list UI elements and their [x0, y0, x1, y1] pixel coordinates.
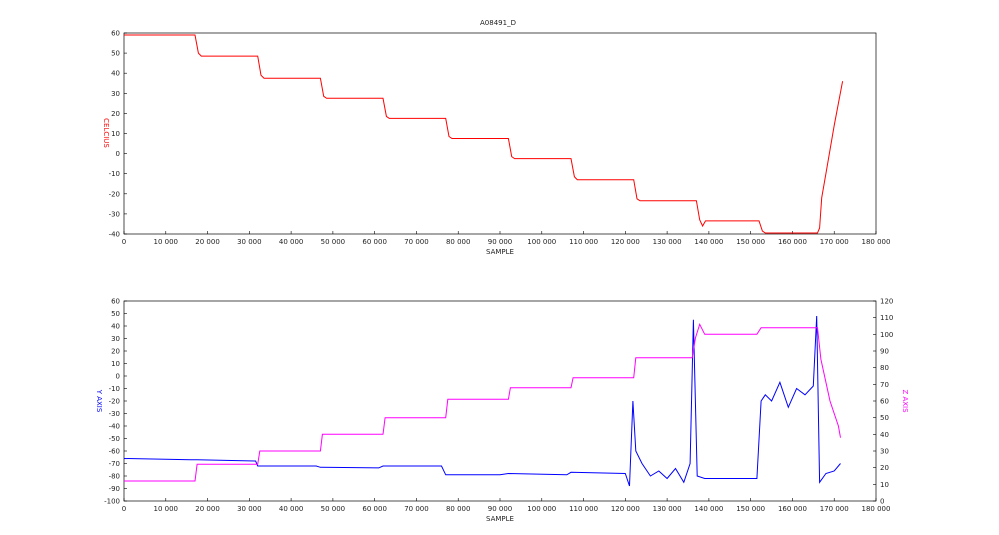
y-tick-label: -70 — [109, 460, 120, 468]
y-tick-label: 20 — [111, 110, 120, 118]
y2-tick-label: 0 — [880, 498, 884, 506]
y-tick-label: -40 — [109, 231, 120, 239]
x-tick-label: 130 000 — [653, 505, 682, 513]
y2-tick-label: 100 — [880, 331, 893, 339]
x-tick-label: 90 000 — [488, 238, 513, 246]
y2-tick-label: 50 — [880, 414, 889, 422]
y-tick-label: -10 — [109, 170, 120, 178]
y-tick-label: 20 — [111, 348, 120, 356]
y-tick-label: 40 — [111, 323, 120, 331]
x-tick-label: 50 000 — [321, 238, 346, 246]
y-tick-label: 40 — [111, 70, 120, 78]
x-tick-label: 70 000 — [404, 505, 429, 513]
y-tick-label: -100 — [104, 498, 120, 506]
y-tick-label: -20 — [109, 190, 120, 198]
y-tick-label: -10 — [109, 385, 120, 393]
chart-title: A08491_D — [480, 19, 516, 27]
x-tick-label: 150 000 — [736, 238, 765, 246]
plot1-y-label: CELCIUS — [102, 118, 110, 148]
x-tick-label: 170 000 — [820, 238, 849, 246]
x-tick-label: 70 000 — [404, 238, 429, 246]
x-tick-label: 0 — [122, 238, 126, 246]
x-tick-label: 100 000 — [527, 238, 556, 246]
x-tick-label: 10 000 — [154, 505, 179, 513]
y-tick-label: 30 — [111, 90, 120, 98]
x-tick-label: 180 000 — [862, 238, 891, 246]
y-tick-label: -40 — [109, 423, 120, 431]
plot2-y-ticks: -100-90-80-70-60-50-40-30-20-10010203040… — [104, 298, 127, 506]
x-tick-label: 20 000 — [195, 238, 220, 246]
x-tick-label: 30 000 — [237, 238, 262, 246]
y2-tick-label: 90 — [880, 348, 889, 356]
y-tick-label: 0 — [116, 150, 120, 158]
x-tick-label: 110 000 — [569, 505, 598, 513]
celsius-series-line — [124, 34, 844, 234]
plot1-y-ticks: -40 -30 -20 -10 0 10 20 30 40 50 60 — [109, 30, 127, 239]
x-tick-label: 60 000 — [362, 505, 387, 513]
plot2-y-label: Y AXIS — [95, 389, 103, 413]
plot2-y2-ticks: 0 10 20 30 40 50 60 70 80 90 100 110 120 — [873, 298, 893, 506]
y2-tick-label: 40 — [880, 431, 889, 439]
y-tick-label: -20 — [109, 398, 120, 406]
plot2-frame — [123, 300, 877, 502]
y-tick-label: -80 — [109, 473, 120, 481]
x-tick-label: 160 000 — [778, 238, 807, 246]
y2-tick-label: 60 — [880, 398, 889, 406]
x-tick-label: 30 000 — [237, 505, 262, 513]
x-tick-label: 180 000 — [862, 505, 891, 513]
x-tick-label: 110 000 — [569, 238, 598, 246]
plot2-x-label: SAMPLE — [486, 515, 514, 523]
y2-tick-label: 120 — [880, 298, 893, 306]
x-tick-label: 60 000 — [362, 238, 387, 246]
y-tick-label: 60 — [111, 30, 120, 38]
x-tick-label: 20 000 — [195, 505, 220, 513]
y-tick-label: 10 — [111, 360, 120, 368]
x-tick-label: 80 000 — [446, 505, 471, 513]
x-tick-label: 100 000 — [527, 505, 556, 513]
y2-tick-label: 80 — [880, 364, 889, 372]
y2-tick-label: 30 — [880, 448, 889, 456]
y2-tick-label: 110 — [880, 314, 893, 322]
plot1-x-label: SAMPLE — [486, 248, 514, 256]
x-tick-label: 40 000 — [279, 238, 304, 246]
y-tick-label: -50 — [109, 435, 120, 443]
x-tick-label: 120 000 — [611, 505, 640, 513]
z-axis-series-line — [124, 322, 841, 482]
x-tick-label: 90 000 — [488, 505, 513, 513]
x-tick-label: 40 000 — [279, 505, 304, 513]
y2-tick-label: 70 — [880, 381, 889, 389]
y-tick-label: 50 — [111, 50, 120, 58]
y-axis-series-line — [123, 315, 841, 487]
y-tick-label: -30 — [109, 410, 120, 418]
x-tick-label: 50 000 — [321, 505, 346, 513]
plot2-x-ticks: 0 10 000 20 000 30 000 40 000 50 000 60 000 70 … — [122, 498, 891, 513]
y-tick-label: -90 — [109, 485, 120, 493]
y-tick-label: 60 — [111, 298, 120, 306]
x-tick-label: 130 000 — [653, 238, 682, 246]
y-tick-label: -30 — [109, 210, 120, 218]
x-tick-label: 150 000 — [736, 505, 765, 513]
y-tick-label: 30 — [111, 335, 120, 343]
y2-tick-label: 20 — [880, 464, 889, 472]
x-tick-label: 10 000 — [154, 238, 179, 246]
y-tick-label: 10 — [111, 130, 120, 138]
x-tick-label: 0 — [122, 505, 126, 513]
plot1-frame — [123, 32, 877, 235]
x-tick-label: 160 000 — [778, 505, 807, 513]
x-tick-label: 80 000 — [446, 238, 471, 246]
x-tick-label: 140 000 — [694, 505, 723, 513]
y-tick-label: 50 — [111, 310, 120, 318]
plot2-y2-label: Z AXIS — [901, 389, 909, 413]
x-tick-label: 170 000 — [820, 505, 849, 513]
y-tick-label: 0 — [116, 373, 120, 381]
y2-tick-label: 10 — [880, 481, 889, 489]
plot1-x-ticks: 0 10 000 20 000 30 000 40 000 50 000 60 000 70 … — [122, 231, 891, 246]
x-tick-label: 120 000 — [611, 238, 640, 246]
x-tick-label: 140 000 — [694, 238, 723, 246]
y-tick-label: -60 — [109, 448, 120, 456]
